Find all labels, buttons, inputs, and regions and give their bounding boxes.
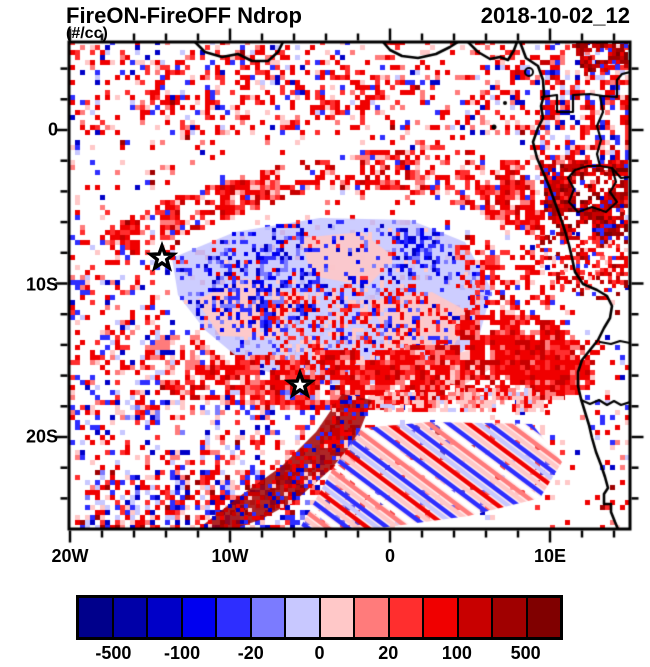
star-marker-2: [283, 367, 317, 399]
colorbar-box: [217, 598, 252, 637]
x-tick-label: 20W: [51, 546, 89, 566]
colorbar-tick-label: 100: [441, 643, 472, 663]
y-tick-label: 0: [47, 119, 58, 140]
colorbar-tick-label: 20: [378, 643, 399, 663]
colorbar-box: [493, 598, 528, 637]
colorbar-tick-label: 500: [510, 643, 541, 663]
colorbar-box: [286, 598, 321, 637]
plot-title: FireON-FireOFF Ndrop: [66, 3, 302, 28]
colorbar-tick-label: -500: [95, 643, 132, 663]
colorbar-box: [527, 598, 560, 637]
x-tick-label: 10W: [211, 546, 249, 566]
y-tick-label: 10S: [25, 274, 58, 295]
x-tick-label: 10E: [533, 546, 567, 566]
colorbar-box: [113, 598, 148, 637]
units-label: (#/cc): [66, 25, 108, 42]
colorbar-tick-label: -100: [164, 643, 201, 663]
colorbar-box: [182, 598, 217, 637]
colorbar-box: [148, 598, 183, 637]
y-tick-label: 20S: [25, 426, 58, 447]
colorbar-box: [251, 598, 286, 637]
colorbar-box: [389, 598, 424, 637]
star-marker-1: [145, 240, 179, 272]
colorbar-box: [355, 598, 390, 637]
colorbar-tick-label: 0: [314, 643, 325, 663]
colorbar-box: [458, 598, 493, 637]
colorbar-box: [424, 598, 459, 637]
colorbar: [76, 595, 563, 640]
plot-date: 2018-10-02_12: [480, 3, 630, 28]
x-tick-label: 0: [384, 546, 396, 566]
colorbar-box: [320, 598, 355, 637]
colorbar-tick-label: -20: [237, 643, 264, 663]
colorbar-box: [79, 598, 114, 637]
